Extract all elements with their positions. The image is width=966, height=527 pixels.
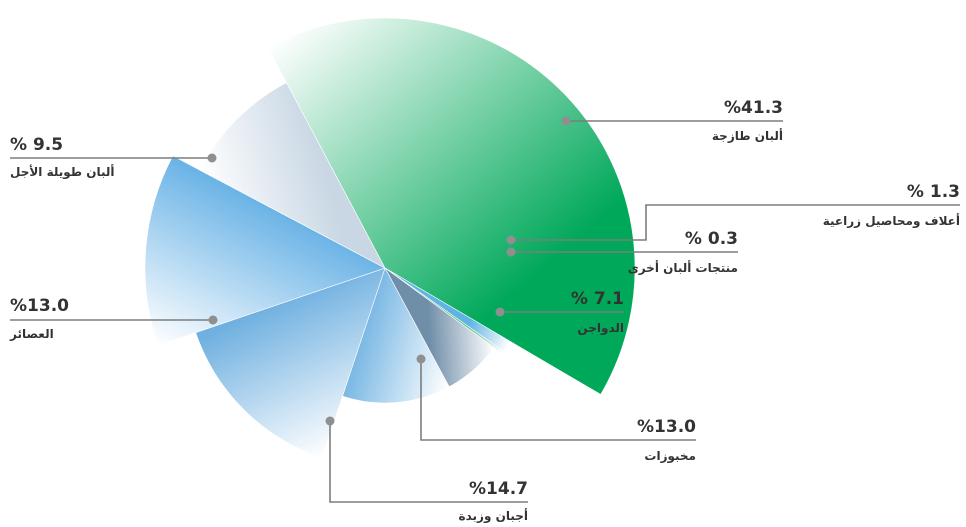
slice-category-label: الدواجن bbox=[577, 321, 624, 336]
pie-slice bbox=[195, 267, 386, 459]
slice-percentage-label: % 0.3 bbox=[685, 229, 738, 249]
callout-dot bbox=[506, 235, 516, 245]
leader-line bbox=[329, 421, 528, 503]
slice-percentage-label: % 7.1 bbox=[571, 289, 624, 309]
pie-slice bbox=[144, 155, 386, 346]
pie-slices bbox=[144, 17, 636, 459]
slice-percentage-label: %13.0 bbox=[10, 296, 69, 316]
callout-dot bbox=[561, 116, 571, 126]
slice-percentage-label: %41.3 bbox=[724, 98, 783, 118]
slice-percentage-label: %14.7 bbox=[469, 479, 528, 499]
leader-line bbox=[511, 204, 960, 241]
callout-dot bbox=[208, 315, 218, 325]
callout-dot bbox=[495, 307, 505, 317]
slice-category-label: العصائر bbox=[9, 327, 54, 341]
slice-category-label: أعلاف ومحاصيل زراعية bbox=[823, 213, 960, 229]
callout-dot bbox=[416, 354, 426, 364]
slice-category-label: ألبان طازجة bbox=[712, 128, 783, 143]
pie-slice bbox=[267, 17, 636, 395]
callout-dot bbox=[506, 247, 516, 257]
callout-dot bbox=[325, 416, 335, 426]
slice-percentage-label: % 9.5 bbox=[10, 135, 63, 155]
slice-percentage-label: % 1.3 bbox=[907, 182, 960, 202]
slice-category-label: أجبان وزبدة bbox=[459, 508, 528, 524]
pie-slice bbox=[198, 82, 386, 269]
slice-category-label: مخبوزات bbox=[644, 449, 696, 464]
callout-dot bbox=[207, 153, 217, 163]
pie-slice bbox=[342, 267, 450, 404]
slice-category-label: ألبان طويلة الأجل bbox=[10, 164, 115, 180]
leader-line bbox=[420, 359, 696, 441]
slice-percentage-label: %13.0 bbox=[637, 417, 696, 437]
slice-category-label: منتجات ألبان أخرى bbox=[628, 260, 738, 275]
callouts: %41.3 ألبان طازجة % 1.3 أعلاف ومحاصيل زراعي… bbox=[9, 98, 960, 524]
